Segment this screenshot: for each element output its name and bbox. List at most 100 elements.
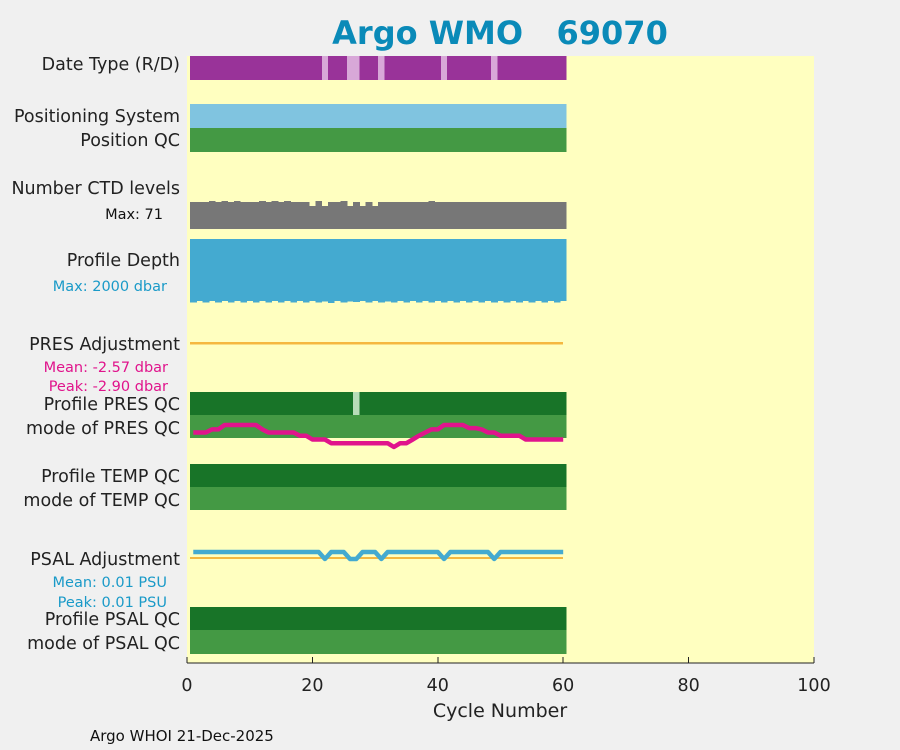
temp-qc-profile-bar-cycle-15 xyxy=(277,464,285,487)
temp-qc-profile-bar-cycle-29 xyxy=(365,464,373,487)
date-type-bar-cycle-21 xyxy=(315,56,323,80)
depth-bar-cycle-6 xyxy=(221,239,229,302)
psal-qc-profile-bar-cycle-8 xyxy=(234,607,241,630)
psal-qc-profile-bar-cycle-40 xyxy=(434,607,442,630)
positioning-bar-cycle-51 xyxy=(503,104,511,128)
pres-qc-profile-bar-cycle-13 xyxy=(265,392,273,415)
ctd-bar-cycle-44 xyxy=(459,201,467,229)
pres-qc-mode-bar-cycle-30 xyxy=(371,415,379,438)
pres-qc-profile-bar-cycle-48 xyxy=(484,392,492,415)
pres-qc-profile-bar-cycle-17 xyxy=(290,392,298,415)
position-qc-bar-cycle-22 xyxy=(321,128,329,152)
pres-qc-mode-bar-cycle-54 xyxy=(522,415,530,438)
date-type-bar-cycle-14 xyxy=(271,56,279,80)
date-type-bar-cycle-45 xyxy=(466,56,473,80)
positioning-bar-cycle-52 xyxy=(509,104,517,128)
psal-qc-profile-bar-cycle-24 xyxy=(334,607,342,630)
pres-qc-mode-bar-cycle-21 xyxy=(315,415,323,438)
pres-qc-profile-bar-cycle-31 xyxy=(378,392,385,415)
ctd-bar-cycle-32 xyxy=(384,201,392,229)
psal-qc-profile-bar-cycle-6 xyxy=(221,607,229,630)
position-qc-bar-cycle-57 xyxy=(541,128,548,152)
psal-qc-profile-bar-cycle-23 xyxy=(328,607,335,630)
ctd-bar-cycle-35 xyxy=(403,201,410,229)
temp-qc-mode-bar-cycle-6 xyxy=(221,487,229,510)
ctd-bar-cycle-33 xyxy=(390,201,398,229)
date-type-bar-cycle-24 xyxy=(334,56,342,80)
temp-qc-profile-bar-cycle-42 xyxy=(447,464,454,487)
pres-qc-profile-bar-cycle-23 xyxy=(328,392,335,415)
pres-qc-mode-bar-cycle-2 xyxy=(196,415,204,438)
psal-qc-mode-bar-cycle-13 xyxy=(265,630,273,654)
pres-qc-profile-bar-cycle-24 xyxy=(334,392,342,415)
depth-bar-cycle-42 xyxy=(447,239,454,302)
temp-qc-mode-bar-cycle-43 xyxy=(453,487,461,510)
temp-qc-profile-bar-cycle-18 xyxy=(296,464,304,487)
psal-qc-profile-bar-cycle-49 xyxy=(491,607,498,630)
psal-qc-profile-bar-cycle-10 xyxy=(246,607,254,630)
pres-qc-profile-bar-cycle-34 xyxy=(397,392,404,415)
position-qc-bar-cycle-37 xyxy=(415,128,423,152)
depth-bar-cycle-60 xyxy=(560,239,567,302)
pres-qc-mode-bar-cycle-51 xyxy=(503,415,511,438)
pres-qc-profile-bar-cycle-42 xyxy=(447,392,454,415)
psal-qc-mode-bar-cycle-22 xyxy=(321,630,329,654)
positioning-bar-cycle-55 xyxy=(528,104,536,128)
pres-qc-profile-bar-cycle-49 xyxy=(491,392,498,415)
temp-qc-mode-bar-cycle-18 xyxy=(296,487,304,510)
positioning-bar-cycle-54 xyxy=(522,104,530,128)
position-qc-bar-cycle-42 xyxy=(447,128,454,152)
positioning-bar-cycle-24 xyxy=(334,104,342,128)
psal-qc-profile-bar-cycle-36 xyxy=(409,607,417,630)
depth-bar-cycle-17 xyxy=(290,239,298,303)
x-tick-label-80: 80 xyxy=(677,676,699,696)
pres-qc-profile-bar-cycle-57 xyxy=(541,392,548,415)
pres-qc-profile-bar-cycle-39 xyxy=(428,392,436,415)
depth-bar-cycle-30 xyxy=(371,239,379,302)
pres-qc-mode-bar-cycle-1 xyxy=(190,415,197,438)
temp-qc-mode-bar-cycle-44 xyxy=(459,487,467,510)
temp-qc-mode-bar-cycle-11 xyxy=(252,487,260,510)
temp-qc-mode-bar-cycle-57 xyxy=(541,487,548,510)
ctd-bar-cycle-57 xyxy=(541,201,548,229)
date-type-bar-cycle-46 xyxy=(472,56,479,80)
psal-qc-profile-bar-cycle-22 xyxy=(321,607,329,630)
depth-bar-cycle-49 xyxy=(491,239,498,303)
positioning-bar-cycle-33 xyxy=(390,104,398,128)
temp-qc-profile-bar-cycle-26 xyxy=(346,464,354,487)
psal-qc-mode-bar-cycle-49 xyxy=(491,630,498,654)
temp-qc-mode-bar-cycle-47 xyxy=(478,487,486,510)
temp-qc-profile-bar-cycle-57 xyxy=(541,464,548,487)
psal-qc-profile-bar-cycle-32 xyxy=(384,607,392,630)
ctd-bar-cycle-46 xyxy=(472,201,479,229)
temp-qc-mode-bar-cycle-27 xyxy=(353,487,360,510)
position-qc-bar-cycle-60 xyxy=(560,128,567,152)
psal-qc-profile-bar-cycle-48 xyxy=(484,607,492,630)
pres-qc-profile-bar-cycle-38 xyxy=(422,392,429,415)
position-qc-bar-cycle-55 xyxy=(528,128,536,152)
temp-qc-profile-bar-cycle-53 xyxy=(516,464,523,487)
position-qc-bar-cycle-31 xyxy=(378,128,385,152)
psal-qc-mode-bar-cycle-37 xyxy=(415,630,423,654)
temp-qc-profile-bar-cycle-6 xyxy=(221,464,229,487)
x-tick-label-40: 40 xyxy=(427,676,449,696)
date-type-bar-cycle-50 xyxy=(497,56,505,80)
positioning-bar-cycle-21 xyxy=(315,104,323,128)
position-qc-bar-cycle-25 xyxy=(340,128,348,152)
temp-qc-mode-bar-cycle-52 xyxy=(509,487,517,510)
pres-qc-mode-bar-cycle-49 xyxy=(491,415,498,438)
psal-qc-profile-bar-cycle-30 xyxy=(371,607,379,630)
date-type-bar-cycle-40 xyxy=(434,56,442,80)
positioning-bar-cycle-29 xyxy=(365,104,373,128)
psal-qc-profile-bar-cycle-45 xyxy=(466,607,473,630)
pres-qc-mode-bar-cycle-13 xyxy=(265,415,273,438)
positioning-bar-cycle-37 xyxy=(415,104,423,128)
position-qc-bar-cycle-56 xyxy=(534,128,542,152)
psal-qc-profile-bar-cycle-55 xyxy=(528,607,536,630)
temp-qc-mode-bar-cycle-58 xyxy=(547,487,555,510)
date-type-bar-cycle-15 xyxy=(277,56,285,80)
psal-qc-mode-bar-cycle-51 xyxy=(503,630,511,654)
temp-qc-profile-bar-cycle-56 xyxy=(534,464,542,487)
position-qc-bar-cycle-34 xyxy=(397,128,404,152)
psal-qc-profile-bar-cycle-17 xyxy=(290,607,298,630)
